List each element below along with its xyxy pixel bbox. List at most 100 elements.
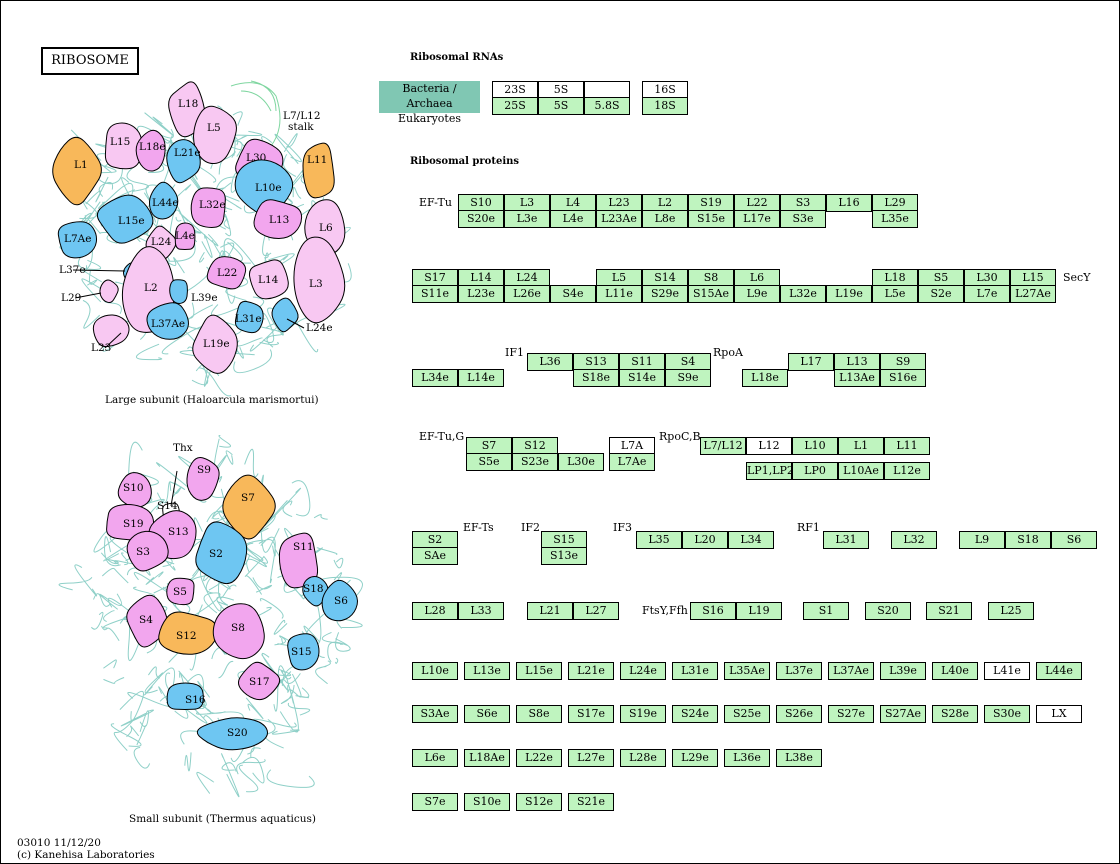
protein-box-l32e[interactable]: L32e [780,285,826,303]
protein-box-l10ae[interactable]: L10Ae [838,462,884,480]
protein-box-l21e[interactable]: L21e [568,662,614,680]
protein-box-l40e[interactable]: L40e [932,662,978,680]
protein-box-s12e[interactable]: S12e [516,793,562,811]
protein-box-l12[interactable]: L12 [746,437,792,455]
rrna-box-25s[interactable]: 25S [492,97,538,115]
protein-box-l44e[interactable]: L44e [1036,662,1082,680]
protein-box-s16e[interactable]: S16e [880,369,926,387]
protein-box-l14e[interactable]: L14e [458,369,504,387]
structure-s6[interactable]: S6 [321,579,358,622]
protein-box-l2[interactable]: L2 [642,194,688,212]
structure-l39e[interactable]: L39e [169,279,218,304]
protein-box-s15e[interactable]: S15e [688,210,734,228]
protein-box-s18[interactable]: S18 [1005,531,1051,549]
protein-box-s3e[interactable]: S3e [780,210,826,228]
structure-s3[interactable]: S3 [126,530,169,572]
protein-box-s21e[interactable]: S21e [568,793,614,811]
protein-box-l10[interactable]: L10 [792,437,838,455]
protein-box-l27ae[interactable]: L27Ae [1010,285,1056,303]
protein-box-s26e[interactable]: S26e [776,705,822,723]
protein-box-l21[interactable]: L21 [527,602,573,620]
protein-box-l35[interactable]: L35 [636,531,682,549]
protein-box-l19e[interactable]: L19e [826,285,872,303]
protein-box-l36[interactable]: L36 [527,353,573,371]
protein-box-s13[interactable]: S13 [573,353,619,371]
structure-l5[interactable]: L5 [193,105,237,165]
protein-box-s3ae[interactable]: S3Ae [412,705,458,723]
protein-box-l30[interactable]: L30 [964,269,1010,287]
structure-l18e[interactable]: L18e [135,129,166,172]
protein-box-l33[interactable]: L33 [458,602,504,620]
protein-box-l6[interactable]: L6 [734,269,780,287]
protein-box-l36e[interactable]: L36e [724,749,770,767]
protein-box-s9[interactable]: S9 [880,353,926,371]
protein-box-s16[interactable]: S16 [690,602,736,620]
protein-box-l10e[interactable]: L10e [412,662,458,680]
protein-box-sae[interactable]: SAe [412,547,458,565]
protein-box-l11[interactable]: L11 [884,437,930,455]
structure-s19[interactable]: S19 [106,504,155,541]
structure-l31e[interactable]: L31e [234,300,264,334]
structure-l29[interactable]: L29 [61,279,119,304]
protein-box-s18e[interactable]: S18e [573,369,619,387]
protein-box-s14e[interactable]: S14e [619,369,665,387]
protein-box-l1[interactable]: L1 [838,437,884,455]
protein-box-s24e[interactable]: S24e [672,705,718,723]
protein-box-s20e[interactable]: S20e [458,210,504,228]
protein-box-l3[interactable]: L3 [504,194,550,212]
protein-box-s9e[interactable]: S9e [665,369,711,387]
protein-box-l20[interactable]: L20 [682,531,728,549]
structure-l13[interactable]: L13 [253,199,303,240]
protein-box-l28e[interactable]: L28e [620,749,666,767]
protein-box-s29e[interactable]: S29e [642,285,688,303]
structure-l23[interactable]: L23 [91,314,130,354]
structure-l22[interactable]: L22 [206,256,247,290]
structure-s12[interactable]: S12 [158,611,218,655]
structure-thx[interactable]: Thx [173,442,193,454]
protein-box-l38e[interactable]: L38e [776,749,822,767]
protein-box-l13e[interactable]: L13e [464,662,510,680]
structure-l44e[interactable]: L44e [148,181,179,220]
protein-box-s28e[interactable]: S28e [932,705,978,723]
structure-l21e[interactable]: L21e [166,139,201,184]
structure-s18[interactable]: S18 [302,576,329,607]
external-rpoc-b[interactable]: RpoC,B [659,430,701,443]
structure-s8[interactable]: S8 [212,603,265,660]
protein-box-l23ae[interactable]: L23Ae [596,210,642,228]
protein-box-l7a[interactable]: L7A [609,437,655,455]
protein-box-l15e[interactable]: L15e [516,662,562,680]
protein-box-l26e[interactable]: L26e [504,285,550,303]
protein-box-s27e[interactable]: S27e [828,705,874,723]
protein-box-l7e[interactable]: L7e [964,285,1010,303]
protein-box-s5[interactable]: S5 [918,269,964,287]
protein-box-s11e[interactable]: S11e [412,285,458,303]
protein-box-lp0[interactable]: LP0 [792,462,838,480]
protein-box-l35e[interactable]: L35e [872,210,918,228]
protein-box-l12e[interactable]: L12e [884,462,930,480]
rrna-box-5s[interactable]: 5S [538,81,584,99]
protein-box-l6e[interactable]: L6e [412,749,458,767]
structure-l24e[interactable]: L24e [271,297,333,334]
protein-box-l7ae[interactable]: L7Ae [609,453,655,471]
protein-box-l17e[interactable]: L17e [734,210,780,228]
external-ef-ts[interactable]: EF-Ts [463,521,494,534]
protein-box-l41e[interactable]: L41e [984,662,1030,680]
protein-box-l35ae[interactable]: L35Ae [724,662,770,680]
structure-stalk[interactable]: stalk [288,121,314,133]
protein-box-s5e[interactable]: S5e [466,453,512,471]
protein-box-s6[interactable]: S6 [1051,531,1097,549]
structure-s17[interactable]: S17 [238,661,281,701]
protein-box-lp1-lp2[interactable]: LP1,LP2 [746,462,792,480]
structure-s5[interactable]: S5 [166,577,195,606]
protein-box-l28[interactable]: L28 [412,602,458,620]
protein-box-l22[interactable]: L22 [734,194,780,212]
protein-box-s12[interactable]: S12 [512,437,558,455]
structure-l19e[interactable]: L19e [192,314,238,374]
protein-box-l27[interactable]: L27 [573,602,619,620]
protein-box-l8e[interactable]: L8e [642,210,688,228]
protein-box-l11e[interactable]: L11e [596,285,642,303]
protein-box-l7-l12[interactable]: L7/L12 [700,437,746,455]
protein-box-l37e[interactable]: L37e [776,662,822,680]
protein-box-s17e[interactable]: S17e [568,705,614,723]
protein-box-s15ae[interactable]: S15Ae [688,285,734,303]
